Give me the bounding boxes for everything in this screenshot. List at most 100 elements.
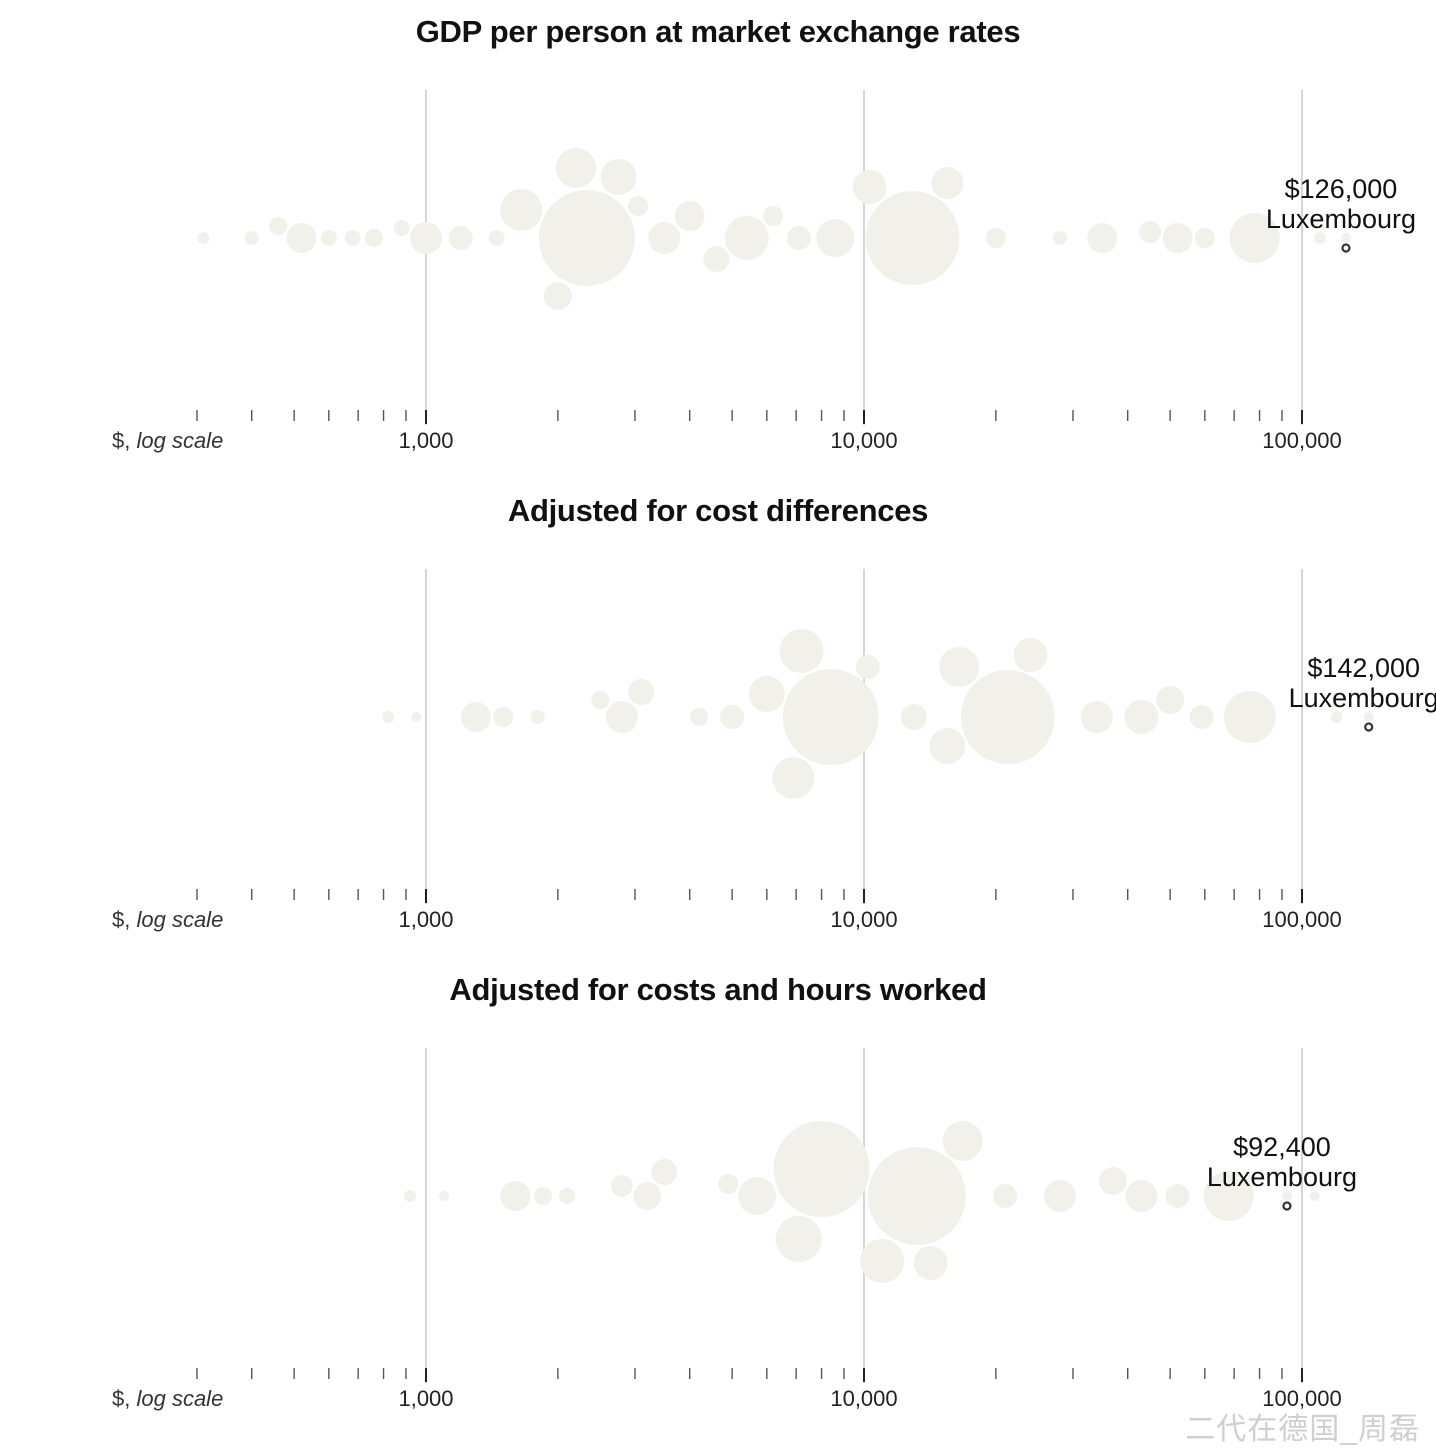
country-bubble: [500, 1181, 531, 1211]
country-bubble: [404, 1190, 417, 1202]
country-bubble: [931, 167, 964, 199]
watermark-text: 二代在德国_周磊: [1185, 1413, 1420, 1446]
country-bubble: [344, 230, 361, 246]
country-bubble: [1156, 686, 1185, 714]
country-bubble: [1139, 221, 1162, 243]
country-bubble: [775, 1216, 822, 1262]
country-bubble: [382, 711, 395, 723]
x-tick-label: 1,000: [398, 428, 453, 453]
highlight-callout: $142,000 Luxembourg: [1234, 653, 1436, 713]
bubble-plot: 1,000 10,000 100,000 $, log scale: [112, 90, 1351, 453]
country-bubble: [772, 757, 815, 799]
country-bubble: [852, 170, 887, 204]
country-bubble: [559, 1188, 576, 1204]
axis-unit-prefix: $,: [112, 907, 136, 932]
country-bubble: [1281, 1191, 1292, 1201]
country-bubble: [942, 1121, 983, 1161]
highlight-country: Luxembourg: [1265, 204, 1416, 234]
country-bubble: [410, 222, 442, 254]
highlight-point: [1364, 722, 1374, 732]
country-bubble: [600, 159, 637, 195]
x-tick-label: 100,000: [1262, 907, 1342, 932]
country-bubble: [703, 246, 730, 272]
highlight-callout: $92,400 Luxembourg: [1152, 1132, 1412, 1192]
highlight-value: $142,000: [1307, 653, 1420, 683]
x-tick-label: 1,000: [398, 1386, 453, 1411]
country-bubble: [460, 702, 491, 732]
country-bubble: [720, 705, 745, 729]
country-bubble: [1309, 1191, 1320, 1201]
country-bubble: [1124, 700, 1159, 734]
bubble-plot: 1,000 10,000 100,000 $, log scale: [112, 1048, 1342, 1411]
bubble-plot: 1,000 10,000 100,000 $, log scale: [112, 569, 1374, 932]
axis-unit-scale: log scale: [136, 428, 223, 453]
country-bubble: [633, 1182, 662, 1210]
country-bubble: [648, 222, 681, 254]
country-bubble: [197, 232, 210, 244]
highlight-value: $126,000: [1284, 174, 1398, 204]
country-bubble: [786, 226, 811, 250]
country-bubble: [493, 707, 514, 727]
axis-unit-label: $, log scale: [112, 907, 223, 932]
highlight-callout: $126,000 Luxembourg: [1211, 174, 1436, 234]
country-bubble: [320, 230, 337, 246]
axis-unit-label: $, log scale: [112, 428, 223, 453]
country-bubble: [269, 217, 288, 235]
axis-unit-label: $, log scale: [112, 1386, 223, 1411]
country-bubble: [543, 282, 572, 310]
x-tick-label: 100,000: [1262, 428, 1342, 453]
country-bubble: [860, 1239, 905, 1283]
country-bubble: [1125, 1180, 1158, 1212]
country-bubble: [411, 712, 422, 722]
axis-unit-scale: log scale: [136, 907, 223, 932]
country-bubble: [488, 230, 505, 246]
x-tick-label: 10,000: [830, 428, 897, 453]
country-bubble: [985, 228, 1006, 248]
chart-title: Adjusted for cost differences: [507, 493, 929, 528]
country-bubble: [724, 216, 769, 260]
country-bubble: [1229, 213, 1280, 263]
country-bubble: [286, 223, 317, 253]
country-bubble: [865, 191, 960, 285]
country-bubble: [900, 704, 927, 730]
country-bubble: [1314, 232, 1327, 244]
country-bubble: [439, 1191, 450, 1201]
country-bubble: [748, 676, 785, 712]
axis-unit-prefix: $,: [112, 1386, 136, 1411]
chart-title: Adjusted for costs and hours worked: [449, 972, 987, 1007]
country-bubble: [1098, 1167, 1127, 1195]
country-bubble: [628, 196, 649, 216]
country-bubble: [555, 148, 596, 188]
country-bubble: [610, 1175, 633, 1197]
country-bubble: [993, 1184, 1018, 1208]
country-bubble: [674, 201, 705, 231]
country-bubble: [1162, 223, 1193, 253]
country-bubble: [1189, 705, 1214, 729]
chart-panel-2: Adjusted for cost differences 1,000 10,000…: [0, 479, 1436, 957]
country-bubble: [816, 219, 855, 257]
x-tick-label: 10,000: [830, 907, 897, 932]
country-bubble: [1223, 691, 1276, 743]
country-bubble: [651, 1159, 678, 1185]
highlight-point: [1282, 1201, 1292, 1211]
country-bubble: [1052, 231, 1067, 245]
x-tick-label: 1,000: [398, 907, 453, 932]
country-bubble: [1013, 638, 1048, 672]
country-bubble: [1043, 1180, 1076, 1212]
country-bubble: [1203, 1171, 1254, 1221]
chart-panel-1: GDP per person at market exchange rates 1…: [0, 0, 1436, 478]
country-bubble: [244, 231, 259, 245]
highlight-country: Luxembourg: [1206, 1162, 1357, 1192]
country-bubble: [779, 629, 824, 673]
country-bubble: [782, 669, 879, 765]
chart-panel-3: Adjusted for costs and hours worked 1,000…: [0, 958, 1436, 1436]
country-bubble: [855, 655, 880, 679]
country-bubble: [929, 728, 966, 764]
country-bubble: [960, 670, 1055, 764]
country-bubble: [773, 1121, 870, 1217]
country-bubble: [500, 189, 543, 231]
country-bubble: [538, 190, 635, 286]
x-tick-label: 10,000: [830, 1386, 897, 1411]
country-bubble: [1165, 1184, 1190, 1208]
country-bubble: [763, 206, 784, 226]
